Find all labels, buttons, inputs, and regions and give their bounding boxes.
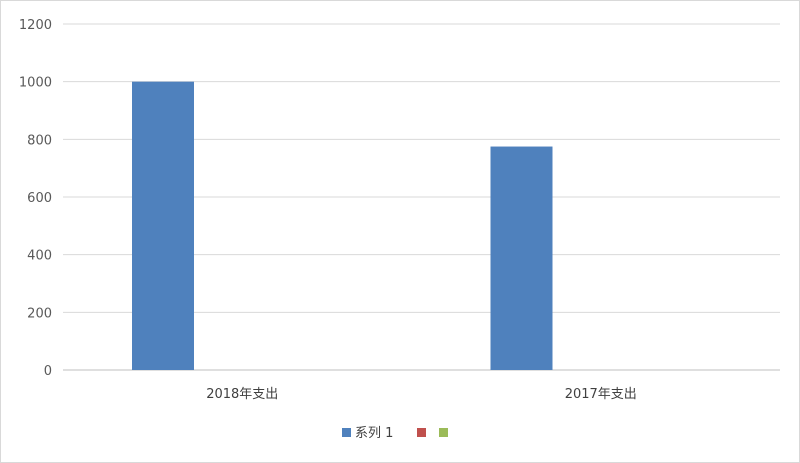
bar	[132, 81, 194, 371]
legend: 系列 1	[342, 426, 448, 441]
y-axis-ticks: 0 200 400 600 800 1000 1200	[19, 18, 52, 379]
bar	[490, 146, 553, 370]
x-tick-label: 2017年支出	[565, 387, 637, 402]
legend-label-series-1: 系列 1	[355, 426, 393, 441]
y-tick-label: 600	[27, 191, 52, 206]
legend-swatch-series-1	[342, 428, 351, 437]
y-tick-label: 200	[27, 306, 52, 321]
y-tick-label: 1200	[19, 18, 52, 33]
bars	[132, 81, 553, 371]
legend-swatch-series-2	[417, 428, 426, 437]
x-tick-label: 2018年支出	[206, 387, 278, 402]
x-axis-ticks: 2018年支出 2017年支出	[206, 387, 637, 402]
y-tick-label: 0	[44, 364, 52, 379]
y-tick-label: 800	[27, 133, 52, 148]
y-tick-label: 1000	[19, 76, 52, 91]
legend-swatch-series-3	[439, 428, 448, 437]
y-tick-label: 400	[27, 249, 52, 264]
